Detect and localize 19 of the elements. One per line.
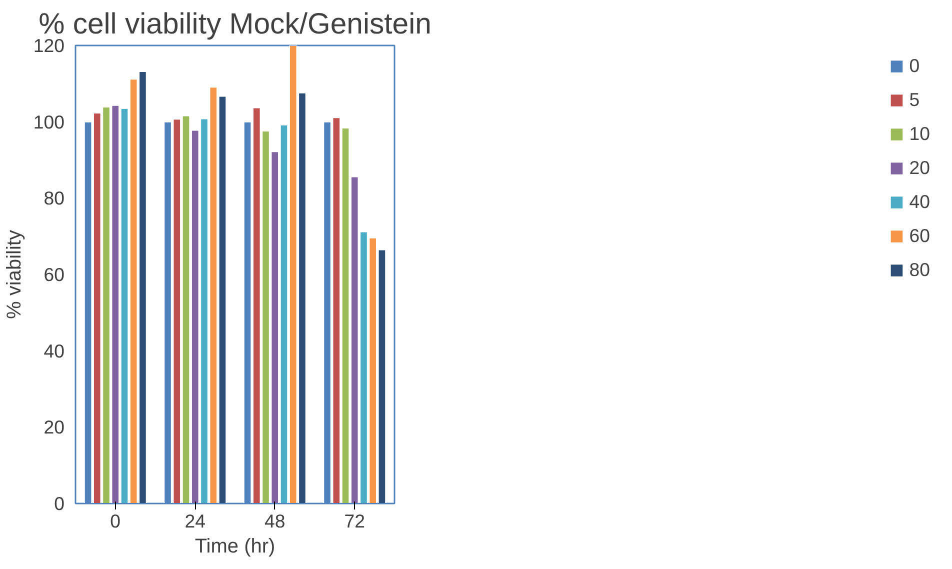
y-tick-label: 0: [54, 493, 65, 514]
legend-label: 20: [909, 157, 930, 179]
legend-label: 40: [909, 191, 930, 213]
y-tick-label: 100: [33, 111, 65, 132]
y-tick-label: 80: [44, 188, 65, 209]
x-tick-label: 0: [110, 510, 121, 532]
y-tick-label: 60: [44, 264, 65, 285]
legend-label: 80: [909, 259, 930, 281]
x-tick-label: 24: [184, 510, 206, 532]
legend-label: 0: [909, 55, 921, 77]
x-tick-label: 72: [344, 510, 366, 532]
x-axis-title: Time (hr): [194, 536, 276, 558]
x-tick-label: 48: [264, 510, 286, 532]
y-axis-title: % viability: [3, 230, 26, 319]
y-tick-label: 20: [44, 416, 65, 438]
legend-label: 5: [909, 89, 921, 111]
y-tick-label: 40: [44, 340, 65, 362]
legend-label: 60: [909, 225, 930, 247]
legend-label: 10: [909, 123, 930, 145]
